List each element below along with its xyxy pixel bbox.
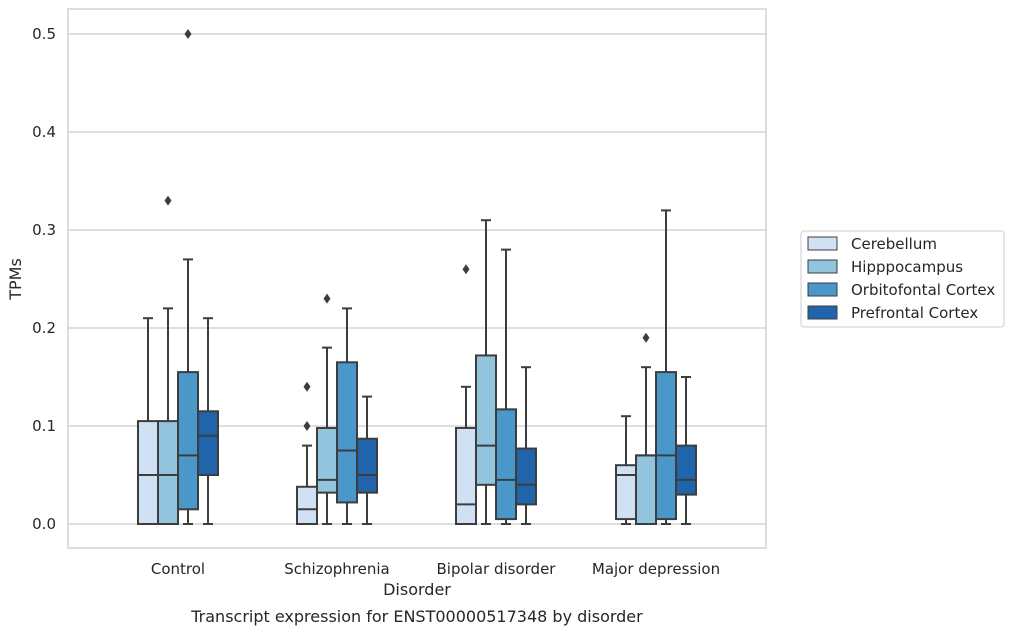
legend-swatch <box>807 259 838 274</box>
box <box>177 29 199 525</box>
y-tick-label: 0.1 <box>32 417 56 435</box>
x-tick-label: Schizophrenia <box>284 560 389 578</box>
box-iqr <box>455 426 477 525</box>
box-iqr <box>635 454 657 525</box>
box-iqr <box>157 420 179 526</box>
y-tick-label: 0.2 <box>32 319 56 337</box>
box <box>336 307 358 525</box>
legend-label: Hipppocampus <box>851 258 963 276</box>
box <box>655 209 677 525</box>
outlier-point <box>642 332 650 343</box>
boxes-layer <box>137 29 697 526</box>
box-iqr <box>655 371 677 521</box>
box <box>455 264 477 525</box>
x-tick-labels: Control Schizophrenia Bipolar disorder Majo… <box>151 560 720 578</box>
box-iqr <box>515 447 537 506</box>
outlier-point <box>323 293 331 304</box>
box-iqr <box>615 464 637 521</box>
box-iqr <box>197 410 219 476</box>
box <box>316 293 338 525</box>
box-iqr <box>316 426 338 494</box>
y-axis-label: TPMs <box>6 258 25 301</box>
x-tick-label: Control <box>151 560 205 578</box>
box-iqr <box>475 354 497 486</box>
box-iqr <box>336 361 358 504</box>
legend-swatch <box>807 305 838 320</box>
box-iqr <box>675 444 697 496</box>
outlier-point <box>303 421 311 431</box>
box-iqr <box>296 485 318 526</box>
y-tick-labels: 0.0 0.1 0.2 0.3 0.4 0.5 <box>32 25 56 533</box>
legend-label: Cerebellum <box>851 235 937 253</box>
box-iqr <box>137 420 159 526</box>
box <box>675 376 697 525</box>
box <box>635 332 657 525</box>
box-iqr <box>495 408 517 521</box>
chart-caption: Transcript expression for ENST0000051734… <box>190 607 643 626</box>
y-tick-label: 0.4 <box>32 123 56 141</box>
box <box>356 395 378 525</box>
x-axis-label: Disorder <box>383 580 451 599</box>
box <box>157 195 179 526</box>
box-iqr <box>177 371 199 511</box>
box <box>296 381 318 526</box>
legend-label: Orbitofontal Cortex <box>851 281 995 299</box>
legend-label: Prefrontal Cortex <box>851 304 978 322</box>
outlier-point <box>303 381 311 392</box>
box-iqr <box>356 437 378 494</box>
box <box>137 317 159 526</box>
box <box>495 248 517 525</box>
x-tick-label: Bipolar disorder <box>437 560 557 578</box>
y-tick-label: 0.5 <box>32 25 56 43</box>
legend-swatch <box>807 236 838 251</box>
outlier-point <box>462 264 470 275</box>
box <box>515 366 537 525</box>
outlier-point <box>164 195 172 206</box>
box <box>197 317 219 525</box>
y-tick-label: 0.0 <box>32 515 56 533</box>
legend: Cerebellum Hipppocampus Orbitofontal Corte… <box>800 230 1005 328</box>
box <box>475 219 497 525</box>
plot-area-frame <box>67 8 767 549</box>
box <box>615 415 637 525</box>
legend-frame <box>800 230 1005 328</box>
x-tick-label: Major depression <box>592 560 720 578</box>
outlier-point <box>184 29 192 39</box>
y-tick-label: 0.3 <box>32 221 56 239</box>
legend-swatch <box>807 282 838 297</box>
